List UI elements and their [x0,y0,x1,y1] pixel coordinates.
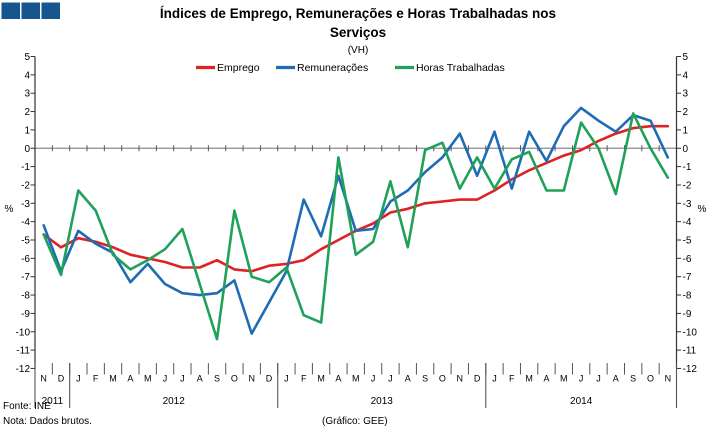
y-tick-label-left: 0 [24,144,30,155]
y-tick-label-right: -10 [683,327,698,338]
y-tick-label-right: 2 [683,107,689,118]
month-label: F [93,374,99,384]
month-label: A [197,374,203,384]
y-tick-label-right: 5 [683,52,689,63]
month-label: S [422,374,428,384]
y-tick-label-left: -10 [16,327,31,338]
y-tick-label-left: -7 [21,272,30,283]
month-label: M [525,374,533,384]
month-label: F [301,374,307,384]
y-tick-label-left: -4 [21,217,30,228]
month-label: M [109,374,117,384]
month-label: D [474,374,481,384]
month-label: S [214,374,220,384]
y-tick-label-left: 3 [24,89,30,100]
y-tick-label-left: 4 [24,70,30,81]
month-label: D [58,374,65,384]
month-label: N [40,374,47,384]
y-tick-label-right: -9 [683,309,692,320]
y-tick-label-left: -9 [21,309,30,320]
month-label: A [543,374,549,384]
chart-subtitle: (VH) [348,45,369,56]
y-tick-label-right: -7 [683,272,692,283]
y-tick-label-right: -12 [683,364,698,375]
series-line-remunerações [42,106,670,335]
y-tick-label-left: 1 [24,125,30,136]
month-label: S [630,374,636,384]
plot-area: 5 4 3 2 1 0 -1 -2 -3 -4 -5 -6 -7 -8 -9 -10 -11 -12 5 4 3 2 1 0 -… [16,52,698,408]
chart-title-line2: Serviços [330,25,386,40]
month-label: A [405,374,411,384]
month-label: M [352,374,360,384]
y-tick-label-right: 3 [683,89,689,100]
logo-square [41,2,60,19]
year-label: 2011 [42,396,64,407]
month-label: J [284,374,289,384]
y-tick-label-left: -1 [21,162,30,173]
y-tick-label-left: -2 [21,180,30,191]
month-label: N [665,374,672,384]
data-note: Nota: Dados brutos. [3,416,92,427]
month-label: J [388,374,393,384]
y-axis-unit-left: % [5,204,14,215]
month-label: O [231,374,238,384]
month-label: A [335,374,341,384]
month-label: J [371,374,376,384]
legend: Emprego Remunerações Horas Trabalhadas [196,62,505,74]
y-tick-label-right: 0 [683,144,689,155]
month-label: M [317,374,325,384]
month-label: J [180,374,185,384]
y-tick-label-left: -5 [21,236,30,247]
month-label: M [144,374,152,384]
month-label: M [560,374,568,384]
y-tick-label-right: -3 [683,199,692,210]
legend-label-horas: Horas Trabalhadas [416,62,505,74]
logo-square [21,2,40,19]
y-tick-label-right: -6 [683,254,692,265]
y-tick-label-right: 1 [683,125,689,136]
month-label: D [266,374,273,384]
y-tick-label-left: -3 [21,199,30,210]
month-label: J [579,374,584,384]
month-label: N [457,374,464,384]
month-label: O [647,374,654,384]
month-label: J [163,374,168,384]
y-tick-label-left: -11 [16,346,30,357]
y-axis-unit-right: % [698,204,707,215]
y-tick-label-right: 4 [683,70,689,81]
source-note: Fonte: INE [3,401,51,412]
year-label: 2014 [570,396,593,407]
y-tick-label-left: 5 [24,52,30,63]
y-tick-label-left: -6 [21,254,30,265]
month-label: J [596,374,601,384]
y-tick-label-right: -11 [683,346,697,357]
y-tick-label-right: -5 [683,236,692,247]
month-label: O [439,374,446,384]
y-tick-label-right: -4 [683,217,692,228]
month-label: A [127,374,133,384]
y-tick-label-left: 2 [24,107,30,118]
year-label: 2012 [163,396,186,407]
logo-square [1,2,20,19]
year-label: 2013 [371,396,394,407]
y-tick-label-right: -1 [683,162,692,173]
month-label: N [248,374,255,384]
month-label: J [492,374,497,384]
y-tick-label-left: -8 [21,291,30,302]
month-label: A [613,374,619,384]
chart-title-line1: Índices de Emprego, Remunerações e Horas… [160,6,556,21]
credit-note: (Gráfico: GEE) [322,416,388,427]
y-tick-label-right: -2 [683,180,692,191]
series-line-horas-trabalhadas [42,112,670,341]
legend-label-remuneracoes: Remunerações [297,62,368,74]
logo [1,2,60,19]
month-label: J [76,374,81,384]
y-tick-label-right: -8 [683,291,692,302]
footer: Fonte: INE Nota: Dados brutos. (Gráfico:… [3,401,388,427]
month-label: F [509,374,515,384]
y-tick-label-left: -12 [16,364,31,375]
legend-label-emprego: Emprego [217,62,260,74]
